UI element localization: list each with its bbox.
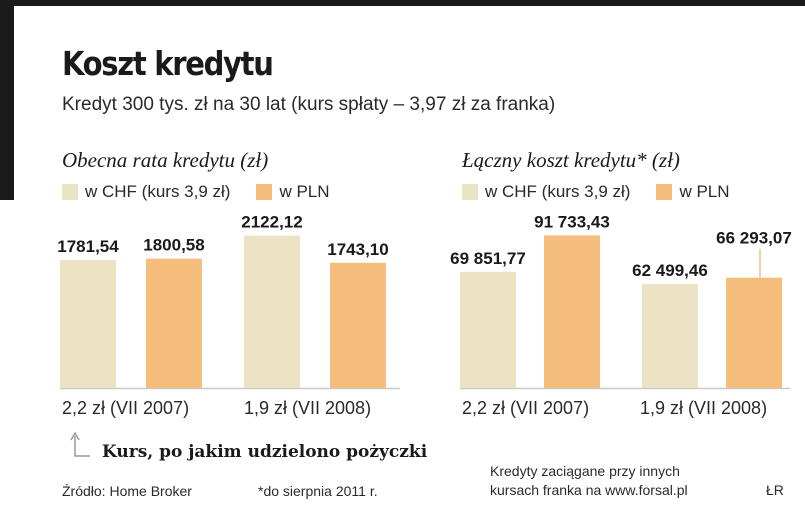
legend-label-chf: w CHF (kurs 3,9 zł) xyxy=(485,182,631,201)
bar-pln xyxy=(544,235,600,388)
legend-item-pln: w PLN xyxy=(656,182,730,202)
bar-value-label: 69 851,77 xyxy=(450,249,526,268)
bar-value-label: 1781,54 xyxy=(57,237,119,256)
bar-chf xyxy=(642,284,698,388)
bar-value-label: 66 293,07 xyxy=(716,229,792,248)
panel-title-current-rate: Obecna rata kredytu (zł) xyxy=(62,148,269,172)
category-label: 2,2 zł (VII 2007) xyxy=(62,398,190,418)
bar-pln xyxy=(726,277,782,388)
footer-other-rates-line2: kursach franka na www.forsal.pl xyxy=(490,482,688,498)
chart-subtitle: Kredyt 300 tys. zł na 30 lat (kurs spłat… xyxy=(62,94,556,115)
bar-value-label: 62 499,46 xyxy=(632,261,708,280)
category-label: 1,9 zł (VII 2008) xyxy=(244,398,372,418)
bar-value-label: 2122,12 xyxy=(241,213,302,232)
legend-item-chf: w CHF (kurs 3,9 zł) xyxy=(62,182,230,202)
legend-label-pln: w PLN xyxy=(279,182,330,201)
footer-footnote: *do sierpnia 2011 r. xyxy=(258,483,378,499)
bar-pln xyxy=(330,262,386,388)
legend-item-pln: w PLN xyxy=(256,182,330,202)
bar-chf xyxy=(60,260,116,388)
legend-label-pln: w PLN xyxy=(679,182,730,201)
legend-label-chf: w CHF (kurs 3,9 zł) xyxy=(85,182,231,201)
legend-swatch-chf xyxy=(62,184,78,200)
frame-left-border xyxy=(0,0,14,200)
bar-chf xyxy=(244,235,300,388)
footer-other-rates-line1: Kredyty zaciągane przy innych xyxy=(490,463,680,479)
footer-author: ŁR xyxy=(766,482,784,498)
bar-value-label: 1800,58 xyxy=(143,236,204,255)
category-label: 2,2 zł (VII 2007) xyxy=(462,398,590,418)
bar-chf xyxy=(460,271,516,388)
legend-swatch-pln xyxy=(656,184,673,200)
legend-swatch-pln xyxy=(256,184,273,200)
bar-pln xyxy=(146,258,202,388)
legend-right: w CHF (kurs 3,9 zł) w PLN xyxy=(462,180,756,204)
legend-item-chf: w CHF (kurs 3,9 zł) xyxy=(462,182,630,202)
legend-swatch-chf xyxy=(462,184,478,200)
bar-value-label: 91 733,43 xyxy=(534,212,610,231)
corner-arrow-icon xyxy=(70,431,90,457)
panel-title-total-cost: Łączny koszt kredytu* (zł) xyxy=(462,148,680,172)
category-label: 1,9 zł (VII 2008) xyxy=(640,398,768,418)
note-exchange-rate: Kurs, po jakim udzielono pożyczki xyxy=(102,442,428,462)
legend-left: w CHF (kurs 3,9 zł) w PLN xyxy=(62,180,356,204)
bar-value-label: 1743,10 xyxy=(327,240,388,259)
footer-source: Źródło: Home Broker xyxy=(62,483,192,499)
chart-title: Koszt kredytu xyxy=(62,44,274,83)
